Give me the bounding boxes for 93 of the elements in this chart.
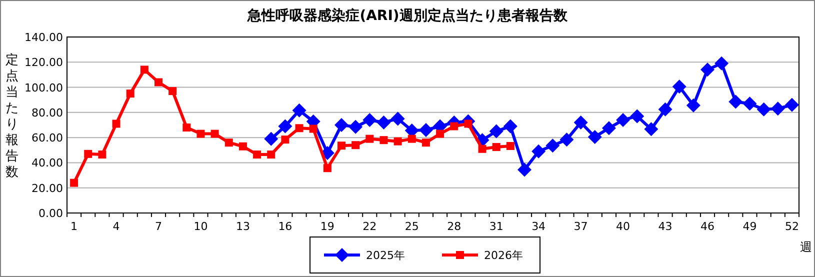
point: [616, 112, 630, 127]
x-tick-label: 25: [404, 220, 419, 233]
x-tick-label: 34: [532, 220, 546, 233]
point: [224, 138, 233, 147]
point: [210, 130, 219, 138]
point: [338, 142, 346, 150]
point: [492, 143, 500, 151]
x-tick-label: 46: [700, 220, 714, 233]
point: [408, 134, 416, 143]
point: [267, 150, 276, 159]
point: [506, 142, 514, 150]
point: [253, 150, 262, 159]
y-tick-label: 80.00: [32, 106, 63, 120]
y-tick-label: 120.00: [24, 56, 63, 70]
point: [309, 124, 318, 133]
point: [98, 150, 106, 159]
point: [84, 150, 92, 158]
point: [126, 90, 134, 98]
point: [518, 162, 532, 177]
point: [281, 136, 290, 144]
x-tick-label: 40: [616, 220, 630, 233]
point: [742, 96, 757, 111]
x-tick-label: 31: [489, 220, 504, 233]
chart-title: 急性呼吸器感染症(ARI)週別定点当たり患者報告数: [246, 7, 568, 24]
legend-label: 2026年: [484, 249, 523, 262]
point: [714, 56, 729, 70]
point: [264, 132, 278, 146]
point: [376, 115, 391, 130]
x-tick-label: 28: [447, 220, 462, 233]
point: [380, 136, 388, 144]
x-tick-label: 49: [742, 220, 757, 233]
point: [700, 62, 714, 77]
x-tick-label: 1: [70, 220, 78, 233]
legend-label: 2025年: [366, 249, 405, 262]
point: [532, 144, 546, 158]
x-tick-label: 19: [320, 220, 334, 233]
point: [672, 80, 686, 94]
x-tick-label: 37: [574, 220, 588, 233]
x-tick-label: 52: [784, 220, 799, 233]
x-tick-label: 16: [278, 220, 292, 233]
y-tick-label: 60.00: [32, 132, 63, 145]
point: [168, 87, 177, 96]
point: [348, 120, 363, 134]
point: [362, 112, 377, 127]
point: [450, 122, 458, 130]
point: [756, 102, 771, 116]
point: [390, 112, 405, 126]
point: [728, 94, 743, 109]
point: [770, 102, 785, 116]
point: [334, 118, 348, 132]
point: [489, 124, 504, 138]
point: [323, 164, 332, 172]
point: [560, 132, 574, 147]
y-axis-title: 定点当たり報告数: [6, 53, 18, 180]
point: [366, 134, 374, 143]
x-tick-label: 10: [194, 220, 208, 233]
y-tick-label: 100.00: [24, 81, 63, 94]
point: [182, 124, 191, 132]
point: [644, 122, 658, 136]
x-axis-title: 週: [800, 240, 812, 254]
y-tick-label: 140.00: [24, 31, 63, 44]
point: [630, 109, 644, 124]
point: [278, 119, 292, 134]
point: [784, 98, 799, 112]
y-tick-label: 20.00: [32, 182, 63, 195]
point: [418, 123, 433, 138]
point: [503, 119, 518, 134]
point: [394, 137, 402, 146]
x-tick-label: 22: [362, 220, 377, 233]
point: [546, 138, 560, 153]
point: [658, 102, 672, 116]
x-tick-label: 7: [155, 220, 162, 233]
point: [196, 130, 205, 138]
point: [602, 121, 616, 136]
y-tick-label: 40.00: [32, 156, 63, 170]
point: [238, 142, 247, 150]
point: [70, 178, 78, 187]
point: [686, 98, 700, 112]
point: [154, 78, 162, 86]
point: [422, 138, 430, 147]
x-tick-label: 4: [112, 220, 120, 233]
point: [292, 103, 306, 118]
point: [436, 130, 444, 138]
y-tick-label: 0.00: [38, 207, 63, 220]
point: [295, 124, 304, 132]
point: [574, 115, 588, 130]
point: [588, 130, 602, 144]
point: [352, 141, 360, 150]
x-tick-label: 13: [236, 220, 250, 233]
point: [478, 144, 486, 153]
x-tick-label: 43: [658, 220, 672, 233]
point: [140, 66, 148, 74]
point: [112, 120, 120, 128]
